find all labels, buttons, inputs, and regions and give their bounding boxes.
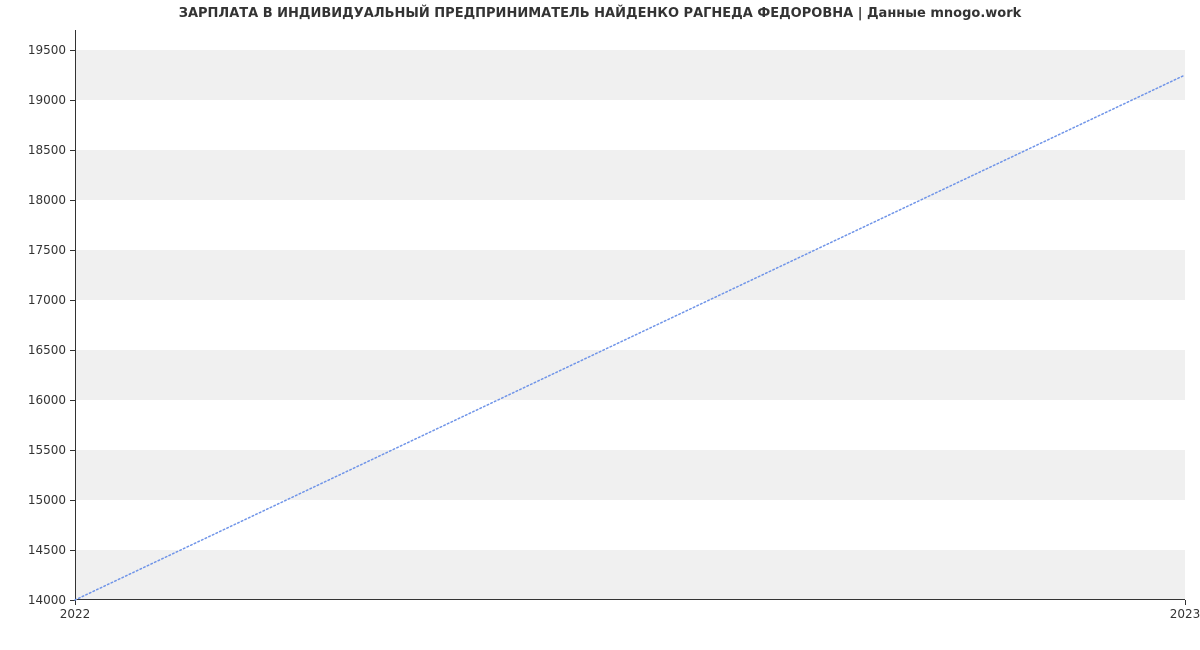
y-tick-label: 18000 bbox=[6, 193, 66, 207]
plot-area: 1400014500150001550016000165001700017500… bbox=[75, 30, 1185, 600]
series-line-salary bbox=[75, 75, 1185, 600]
x-tick-mark bbox=[75, 600, 76, 605]
x-tick-label: 2023 bbox=[1170, 607, 1200, 621]
series-line-layer bbox=[75, 30, 1185, 600]
y-tick-label: 19000 bbox=[6, 93, 66, 107]
x-tick-mark bbox=[1185, 600, 1186, 605]
y-tick-label: 16500 bbox=[6, 343, 66, 357]
y-tick-label: 16000 bbox=[6, 393, 66, 407]
chart-title: ЗАРПЛАТА В ИНДИВИДУАЛЬНЫЙ ПРЕДПРИНИМАТЕЛ… bbox=[0, 6, 1200, 21]
y-tick-label: 15500 bbox=[6, 443, 66, 457]
y-tick-label: 14000 bbox=[6, 593, 66, 607]
y-tick-label: 17000 bbox=[6, 293, 66, 307]
y-tick-label: 19500 bbox=[6, 43, 66, 57]
salary-chart: ЗАРПЛАТА В ИНДИВИДУАЛЬНЫЙ ПРЕДПРИНИМАТЕЛ… bbox=[0, 0, 1200, 650]
y-tick-label: 18500 bbox=[6, 143, 66, 157]
y-tick-label: 15000 bbox=[6, 493, 66, 507]
y-tick-label: 14500 bbox=[6, 543, 66, 557]
y-tick-label: 17500 bbox=[6, 243, 66, 257]
x-tick-label: 2022 bbox=[60, 607, 91, 621]
